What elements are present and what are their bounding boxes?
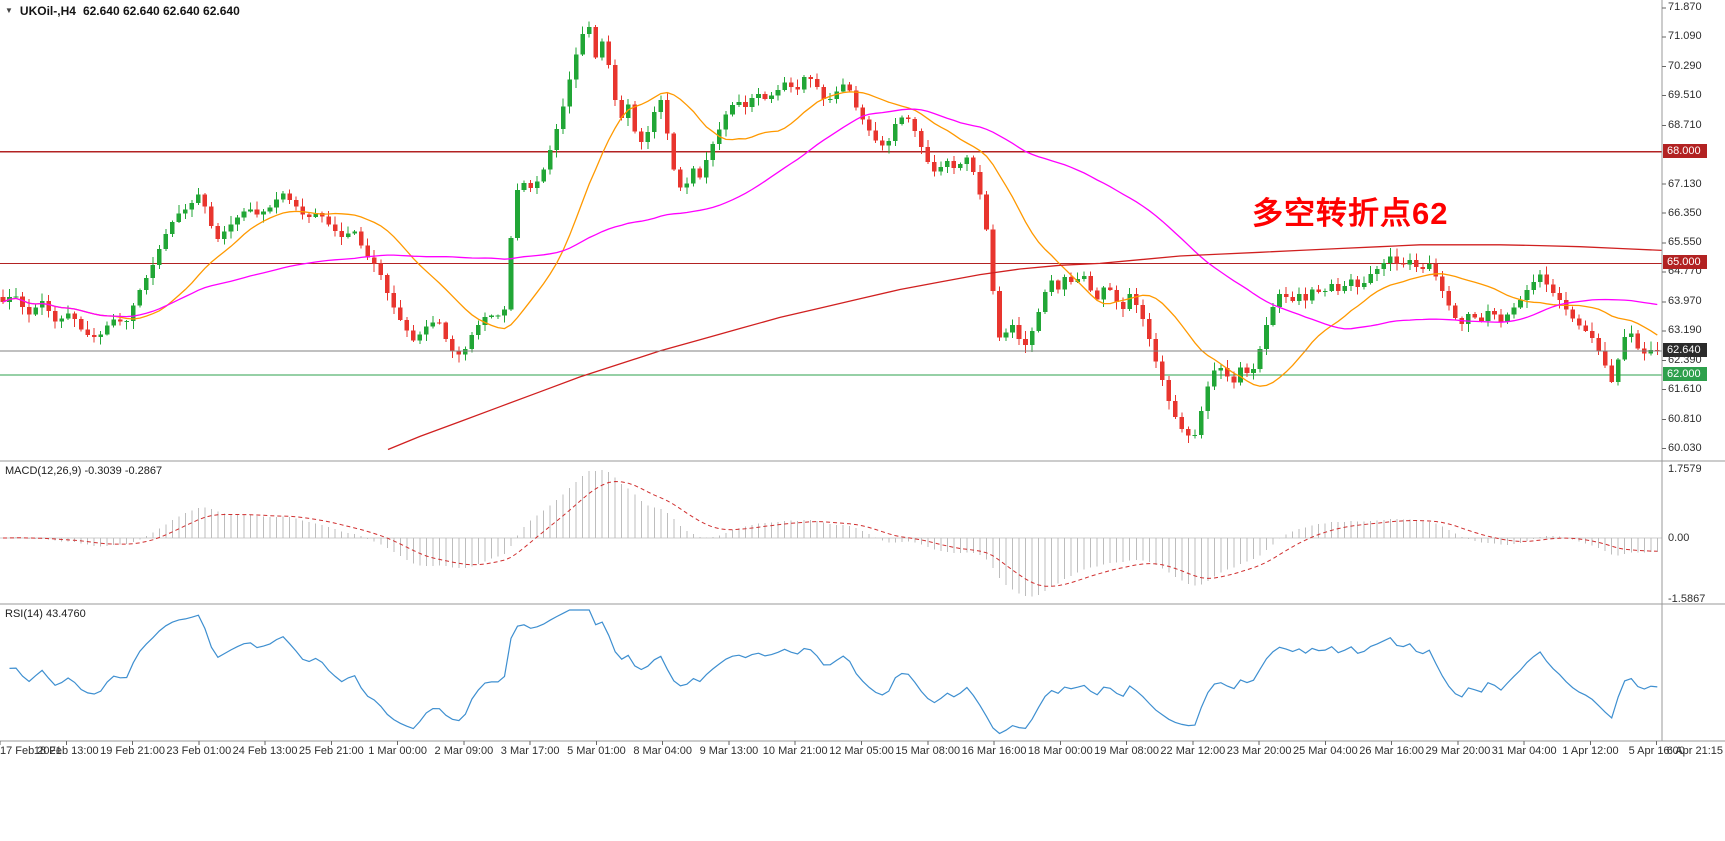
macd-scale-label: -1.5867 [1668,592,1706,605]
time-axis-label: 2 Mar 09:00 [434,745,494,757]
price-axis-label: 61.610 [1668,383,1702,396]
ma-slow-line[interactable] [387,244,1663,451]
symbol-timeframe-label: UKOil-,H4 [19,4,76,18]
macd-signal-line [2,480,1658,587]
time-axis-label: 19 Feb 21:00 [100,745,165,757]
price-badge-62.000: 62.000 [1663,367,1707,382]
time-axis-label: 23 Mar 20:00 [1226,745,1292,757]
time-axis-label: 19 Mar 08:00 [1094,745,1159,757]
time-axis-label: 18 Feb 13:00 [33,745,99,757]
one-click-trading-arrow-icon[interactable]: ▼ [5,6,13,15]
ma-medium-line[interactable] [2,108,1658,330]
time-axis-label: 9 Mar 13:00 [699,745,759,757]
chart-text-annotation[interactable]: 多空转折点62 [1252,196,1449,231]
time-axis-label: 12 Mar 05:00 [829,745,894,757]
time-axis-label: 25 Mar 04:00 [1292,745,1358,757]
time-axis-label: 1 Mar 00:00 [368,745,427,757]
price-axis-label: 60.810 [1668,412,1702,425]
time-axis-label: 17 Feb 2021 [0,745,62,757]
price-axis-label: 69.510 [1668,89,1702,102]
ma-fast-line[interactable] [2,91,1658,387]
time-axis-label: 5 Mar 01:00 [567,745,626,757]
candle-bodies [0,27,1660,437]
price-axis-label: 63.190 [1668,324,1702,337]
rsi-indicator-label: RSI(14) 43.4760 [5,608,86,620]
price-axis-label: 66.350 [1668,206,1702,219]
time-axis-label: 15 Mar 08:00 [895,745,961,757]
price-axis-label: 65.550 [1668,236,1702,249]
time-axis-label: 6 Apr 21:15 [1666,745,1723,757]
time-axis-label: 5 Apr 16:00 [1628,745,1685,757]
rsi-line [9,609,1658,735]
time-axis-label: 8 Mar 04:00 [633,745,693,757]
time-axis-label: 23 Feb 01:00 [166,745,232,757]
price-axis-label: 70.290 [1668,60,1702,73]
macd-scale-label: 1.7579 [1668,463,1702,476]
time-axis-label: 29 Mar 20:00 [1425,745,1491,757]
macd-indicator-label: MACD(12,26,9) -0.3039 -0.2867 [5,465,163,477]
ohlc-values: 62.640 62.640 62.640 62.640 [82,4,240,18]
chart-symbol-header: ▼ UKOil-,H4 62.640 62.640 62.640 62.640 [5,4,240,18]
time-axis-label: 1 Apr 12:00 [1562,745,1619,757]
price-badge-62.640: 62.640 [1663,343,1707,358]
price-axis-label: 71.870 [1668,1,1702,14]
time-axis-label: 22 Mar 12:00 [1160,745,1226,757]
time-axis-label: 10 Mar 21:00 [762,745,828,757]
price-badge-68.000: 68.000 [1663,143,1707,158]
time-scale[interactable]: 17 Feb 2021 18 Feb 13:00 19 Feb 21:00 23 Fe… [0,745,1725,763]
price-axis-label: 71.090 [1668,30,1702,43]
time-axis-label: 25 Feb 21:00 [298,745,364,757]
price-axis-label: 68.710 [1668,118,1702,131]
price-axis-label: 63.970 [1668,295,1702,308]
time-axis-label: 16 Mar 16:00 [961,745,1027,757]
time-axis-label: 31 Mar 04:00 [1491,745,1557,757]
time-axis-label: 18 Mar 00:00 [1027,745,1093,757]
price-badge-65.000: 65.000 [1663,255,1707,270]
time-axis-label: 24 Feb 13:00 [232,745,298,757]
time-axis-label: 26 Mar 16:00 [1359,745,1425,757]
price-axis-label: 67.130 [1668,177,1702,190]
macd-scale-label: 0.00 [1668,531,1690,544]
price-axis-label: 60.030 [1668,441,1702,454]
time-axis-label: 3 Mar 17:00 [500,745,560,757]
